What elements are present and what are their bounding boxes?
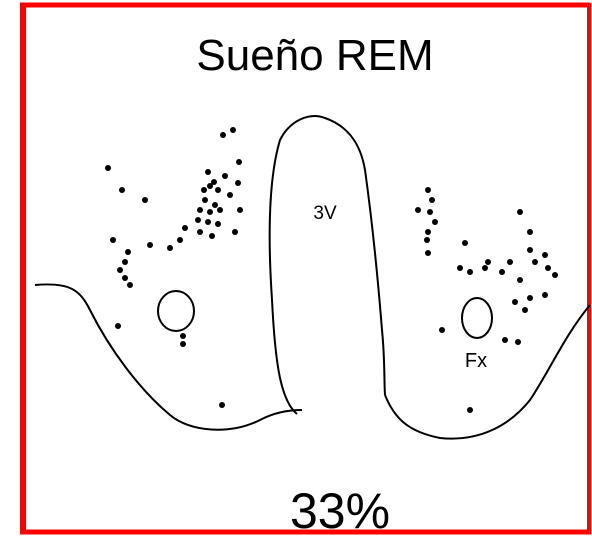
ventricle-outline [268,115,386,415]
dot [117,267,123,273]
dot [195,217,201,223]
dot [105,165,111,171]
dot [230,127,236,133]
dot [127,282,133,288]
dot [167,245,173,251]
left-fornix [157,290,195,332]
dot [215,187,221,193]
dot [439,327,445,333]
dot [202,197,208,203]
dot [457,265,463,271]
dot [227,192,233,198]
right-fornix [461,297,493,339]
dot [209,233,215,239]
dot [552,272,558,278]
dot [177,237,183,243]
dot [110,237,116,243]
dot [515,339,521,345]
dot [532,259,538,265]
dot [485,259,491,265]
dot [180,341,186,347]
dot [425,187,431,193]
dot [467,269,473,275]
dot [222,173,228,179]
dot [119,187,125,193]
dot [502,337,508,343]
dot [542,252,548,258]
dot [212,202,218,208]
dot [527,247,533,253]
dot [217,207,223,213]
dot [424,237,430,243]
dot [125,249,131,255]
dot [205,219,211,225]
dot [182,225,188,231]
dot [507,259,513,265]
dot [220,132,226,138]
dot [142,197,148,203]
dot [197,207,203,213]
dot [147,242,153,248]
fornix-label: Fx [465,350,487,372]
dot [122,275,128,281]
dot [512,299,518,305]
dot [432,219,438,225]
dot [545,265,551,271]
dot [482,265,488,271]
left-tissue-outline [34,283,303,431]
dot [205,169,211,175]
right-tissue-outline [384,304,591,440]
dot [232,229,238,235]
dot [237,207,243,213]
dot [522,307,528,313]
dot [122,259,128,265]
dot [462,240,468,246]
dot [527,295,533,301]
dot [207,183,213,189]
dot [207,209,213,215]
dot [211,179,217,185]
neuron-dots [105,127,558,413]
dot [219,402,225,408]
dot [201,187,207,193]
dot [180,333,186,339]
dot [429,197,435,203]
dot [415,207,421,213]
dot [236,159,242,165]
dot [215,221,221,227]
dot [427,209,433,215]
dot [517,277,523,283]
dot [197,229,203,235]
dot [235,180,241,186]
dot [527,229,533,235]
dot [467,407,473,413]
dot [425,250,431,256]
dot [542,292,548,298]
dot [115,323,121,329]
title: Sueño REM [196,31,433,80]
dot [517,209,523,215]
dot [425,229,431,235]
percentage: 33% [290,483,390,536]
dot [499,269,505,275]
ventricle-label: 3V [313,203,337,224]
